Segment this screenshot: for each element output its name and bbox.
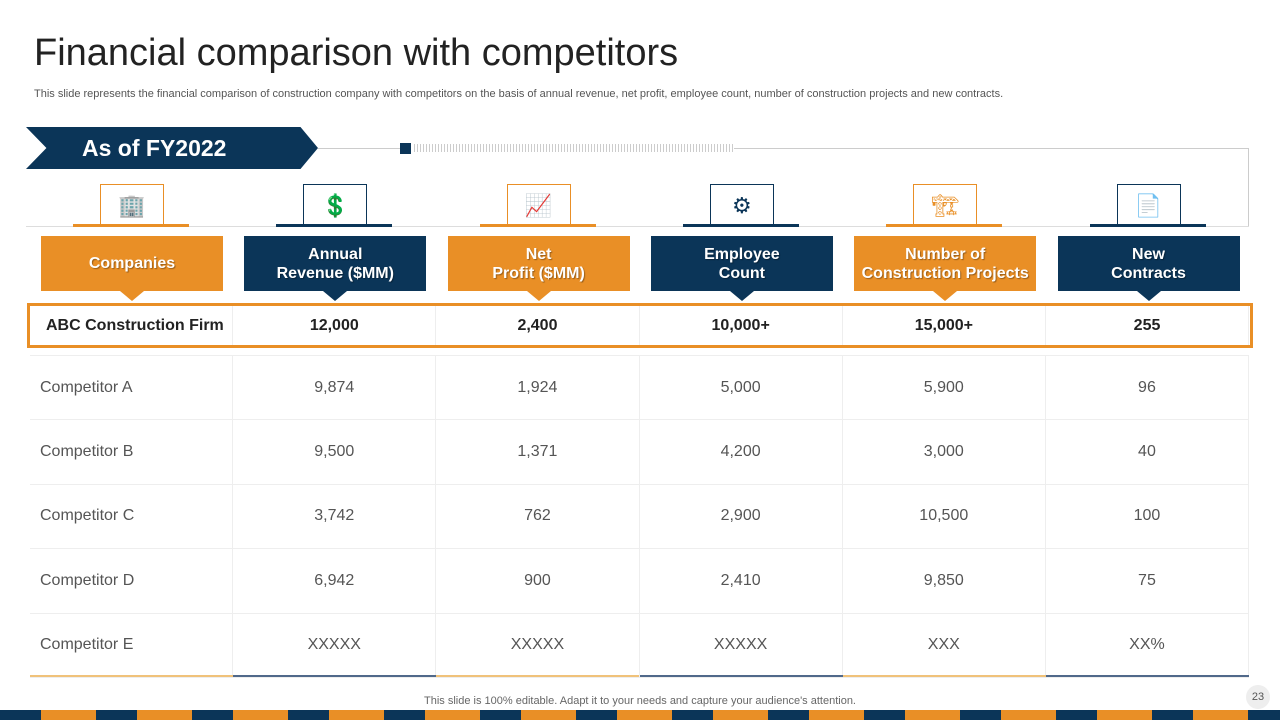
table-cell: 12,000 (233, 306, 437, 345)
table-cell: XXXXX (640, 613, 843, 677)
column-underline (842, 675, 1046, 677)
building-hand-icon: 🏢 (100, 184, 164, 226)
table-cell: Competitor E (30, 613, 234, 677)
column-header-label: New Contracts (1057, 236, 1240, 301)
table-cell: 9,500 (233, 420, 437, 484)
table-row: Competitor E XXXXX XXXXX XXXXX XXX XX% (30, 613, 1250, 678)
table-cell: Competitor B (30, 420, 234, 484)
icon-underline (1089, 224, 1206, 227)
column-header-label: Net Profit ($MM) (447, 236, 630, 301)
table-row-spacer (30, 292, 1249, 356)
table-cell: XXXXX (233, 613, 437, 677)
column-header-label: Companies (41, 236, 223, 301)
table-row: Competitor D 6,942 900 2,410 9,850 75 (30, 549, 1250, 614)
profit-hand-icon: 📈 (506, 184, 571, 226)
table-cell: 96 (1046, 356, 1250, 420)
divider (318, 148, 404, 149)
table-cell: ABC Construction Firm (30, 306, 234, 345)
table-cell: 5,000 (640, 356, 843, 420)
table-cell: Competitor D (30, 549, 234, 613)
table-cell: 2,410 (640, 549, 843, 613)
table-cell: 900 (436, 549, 640, 613)
table-cell: XXX (843, 613, 1046, 677)
column-underline (1046, 675, 1249, 677)
highlight-row: ABC Construction Firm 12,000 2,400 10,000+ 1… (27, 303, 1253, 348)
divider (26, 226, 1249, 227)
column-underline (30, 675, 233, 677)
table-cell: 100 (1046, 484, 1250, 549)
column-header-label: Number of Construction Projects (854, 236, 1037, 301)
crane-icon: 🏗 (913, 184, 978, 226)
column-underline (639, 675, 843, 677)
table-row: Competitor C 3,742 762 2,900 10,500 100 (30, 484, 1250, 550)
table-cell: 6,942 (233, 549, 437, 613)
decor-frame (734, 148, 1249, 226)
table-cell: 40 (1046, 420, 1250, 484)
table-row: Competitor B 9,500 1,371 4,200 3,000 40 (30, 420, 1250, 485)
table-cell: 4,200 (640, 420, 843, 484)
table-cell: 9,850 (843, 549, 1046, 613)
table-cell: XX% (1046, 613, 1250, 677)
table-cell: 3,742 (233, 484, 437, 549)
table-cell: 10,500 (843, 484, 1046, 549)
page-number: 23 (1246, 685, 1270, 709)
slide-title: Financial comparison with competitors (34, 32, 679, 74)
decor-dashes (414, 144, 734, 152)
column-underline (436, 675, 640, 677)
contract-document-icon: 📄 (1116, 184, 1181, 226)
table-cell: 255 (1046, 306, 1250, 345)
column-underline (233, 675, 437, 677)
dollar-growth-icon: 💲 (303, 184, 368, 226)
table-cell: 1,924 (436, 356, 640, 420)
table-cell: XXXXX (436, 613, 640, 677)
table-cell: Competitor A (30, 356, 234, 420)
team-gear-icon: ⚙ (709, 184, 774, 226)
icon-underline (886, 224, 1003, 227)
icon-underline (276, 224, 393, 227)
fy-banner: As of FY2022 (26, 127, 318, 169)
bottom-stripe (0, 710, 1280, 720)
decor-square (400, 143, 411, 154)
slide-subtitle: This slide represents the financial comp… (34, 88, 1004, 100)
icon-underline (479, 224, 596, 227)
table-cell: 10,000+ (640, 306, 843, 345)
table-cell: 762 (436, 484, 640, 549)
table-cell: 1,371 (436, 420, 640, 484)
column-header-label: Annual Revenue ($MM) (244, 236, 427, 301)
footer-note: This slide is 100% editable. Adapt it to… (424, 695, 856, 707)
table-cell: 9,874 (233, 356, 437, 420)
comparison-table: Competitor A 9,874 1,924 5,000 5,900 96 Compet… (30, 292, 1250, 678)
table-cell: 2,900 (640, 484, 843, 549)
column-header-label: Employee Count (650, 236, 833, 301)
icon-underline (682, 224, 799, 227)
table-cell: 5,900 (843, 356, 1046, 420)
table-row: Competitor A 9,874 1,924 5,000 5,900 96 (30, 356, 1250, 421)
table-cell: 75 (1046, 549, 1250, 613)
table-cell: 2,400 (436, 306, 640, 345)
table-cell: 15,000+ (843, 306, 1046, 345)
table-cell: 3,000 (843, 420, 1046, 484)
icon-underline (73, 224, 189, 227)
table-cell: Competitor C (30, 484, 234, 549)
